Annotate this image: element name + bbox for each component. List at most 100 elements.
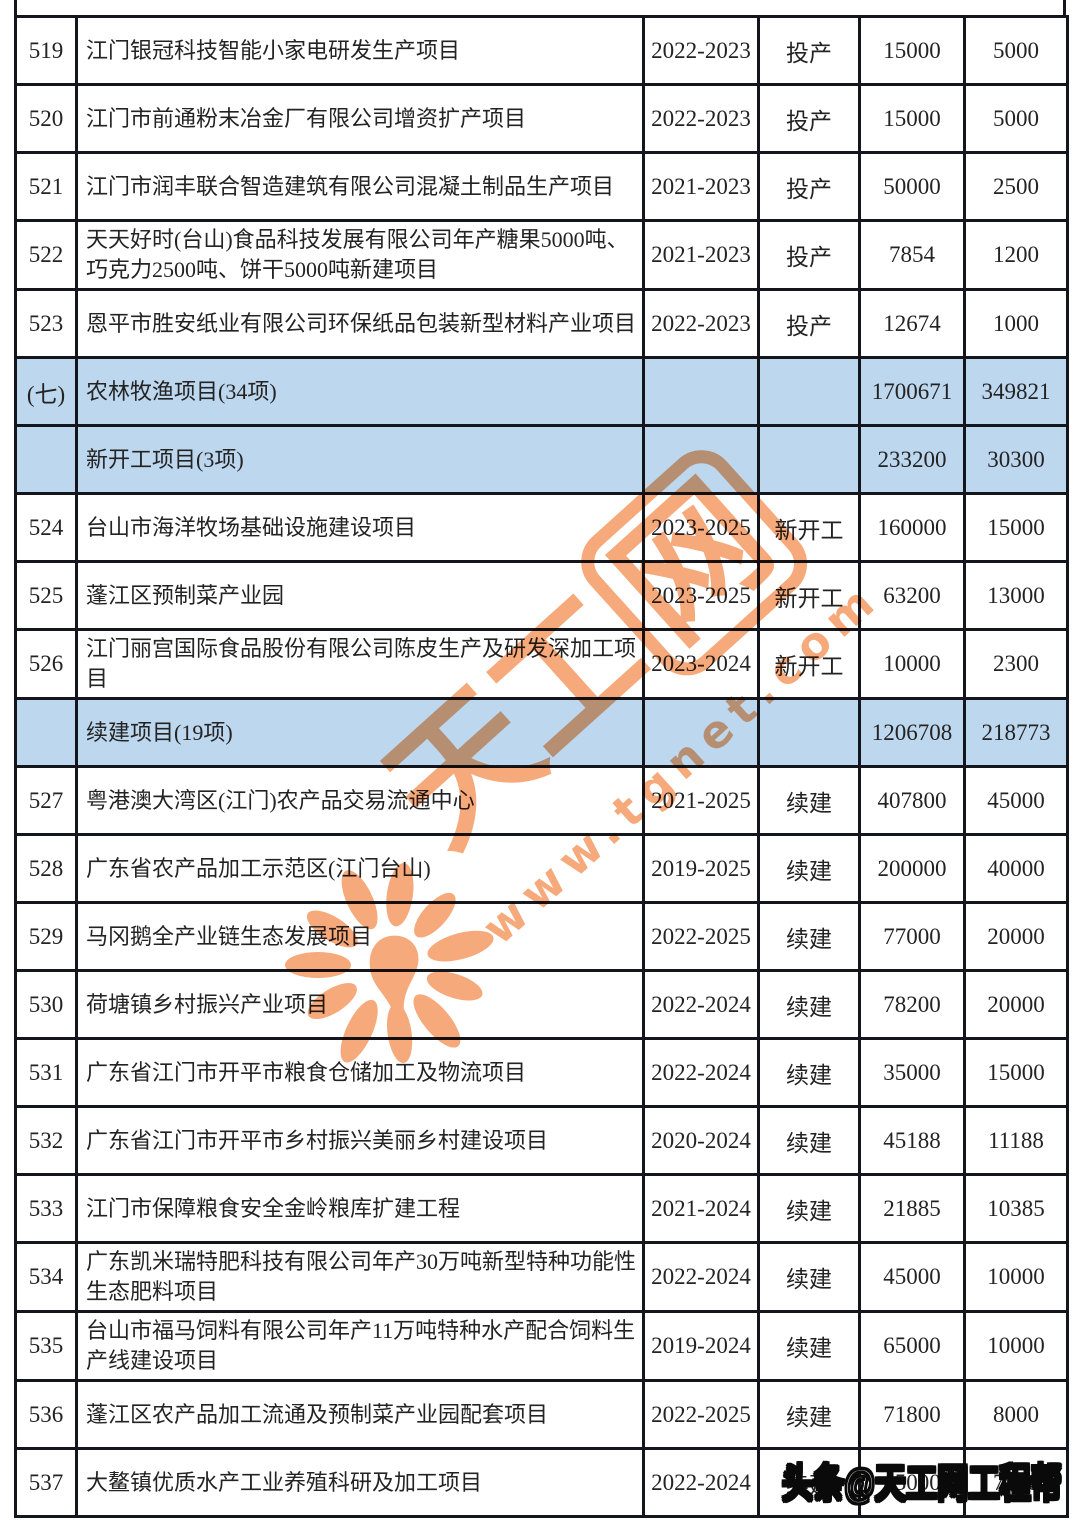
value1-cell: 10000 (858, 628, 966, 700)
status-cell (757, 356, 861, 427)
table-row: 533 江门市保障粮食安全金岭粮库扩建工程 2021-2024 续建 21885… (14, 1173, 1069, 1244)
projects-table-body: 519 江门银冠科技智能小家电研发生产项目 2022-2023 投产 15000… (14, 15, 1069, 1518)
years-cell (642, 697, 760, 768)
table-row: 530 荷塘镇乡村振兴产业项目 2022-2024 续建 78200 20000 (14, 969, 1069, 1040)
table-row: 524 台山市海洋牧场基础设施建设项目 2023-2025 新开工 160000… (14, 492, 1069, 563)
value1-cell: 45000 (858, 1241, 966, 1313)
table-row: 528 广东省农产品加工示范区(江门台山) 2019-2025 续建 20000… (14, 833, 1069, 904)
years-cell: 2022-2024 (642, 1447, 760, 1518)
years-cell (642, 356, 760, 427)
row-number-cell: 531 (14, 1037, 78, 1108)
value2-cell: 1000 (963, 288, 1069, 359)
years-cell: 2019-2025 (642, 833, 760, 904)
value2-cell: 13000 (963, 560, 1069, 631)
years-cell: 2022-2023 (642, 288, 760, 359)
row-number-cell: 522 (14, 219, 78, 291)
value1-cell: 35000 (858, 1037, 966, 1108)
table-left-border-stub (14, 0, 17, 18)
status-cell: 续建 (757, 969, 861, 1040)
value2-cell: 20000 (963, 901, 1069, 972)
value2-cell: 2500 (963, 151, 1069, 222)
table-row: 续建项目(19项) 1206708 218773 (14, 697, 1069, 768)
value2-cell: 10000 (963, 1241, 1069, 1313)
table-row: 534 广东凯米瑞特肥科技有限公司年产30万吨新型特种功能性生态肥料项目 202… (14, 1241, 1069, 1313)
row-number-cell: 530 (14, 969, 78, 1040)
project-name-cell: 蓬江区农产品加工流通及预制菜产业园配套项目 (75, 1379, 645, 1450)
years-cell: 2022-2025 (642, 1379, 760, 1450)
status-cell: 新开工 (757, 492, 861, 563)
row-number-cell: (七) (14, 356, 78, 427)
value1-cell: 78200 (858, 969, 966, 1040)
value1-cell: 7854 (858, 219, 966, 291)
value1-cell: 200000 (858, 833, 966, 904)
row-number-cell: 523 (14, 288, 78, 359)
years-cell: 2022-2023 (642, 15, 760, 86)
value2-cell: 7500 (963, 1447, 1069, 1518)
value2-cell: 5000 (963, 15, 1069, 86)
row-number-cell: 535 (14, 1310, 78, 1382)
value1-cell: 233200 (858, 424, 966, 495)
table-row: 525 蓬江区预制菜产业园 2023-2025 新开工 63200 13000 (14, 560, 1069, 631)
project-name-cell: 广东省农产品加工示范区(江门台山) (75, 833, 645, 904)
status-cell: 续建 (757, 1379, 861, 1450)
status-cell: 续建 (757, 1447, 861, 1518)
row-number-cell: 537 (14, 1447, 78, 1518)
project-name-cell: 广东省江门市开平市粮食仓储加工及物流项目 (75, 1037, 645, 1108)
status-cell: 新开工 (757, 560, 861, 631)
value1-cell: 15000 (858, 83, 966, 154)
table-row: 536 蓬江区农产品加工流通及预制菜产业园配套项目 2022-2025 续建 7… (14, 1379, 1069, 1450)
table-row: 529 马冈鹅全产业链生态发展项目 2022-2025 续建 77000 200… (14, 901, 1069, 972)
value2-cell: 5000 (963, 83, 1069, 154)
table-row: (七) 农林牧渔项目(34项) 1700671 349821 (14, 356, 1069, 427)
table-row: 535 台山市福马饲料有限公司年产11万吨特种水产配合饲料生产线建设项目 201… (14, 1310, 1069, 1382)
project-name-cell: 江门市润丰联合智造建筑有限公司混凝土制品生产项目 (75, 151, 645, 222)
years-cell: 2022-2025 (642, 901, 760, 972)
row-number-cell: 526 (14, 628, 78, 700)
status-cell: 投产 (757, 15, 861, 86)
row-number-cell (14, 424, 78, 495)
status-cell: 投产 (757, 288, 861, 359)
row-number-cell: 527 (14, 765, 78, 836)
years-cell: 2022-2024 (642, 1241, 760, 1313)
table-row: 522 天天好时(台山)食品科技发展有限公司年产糖果5000吨、巧克力2500吨… (14, 219, 1069, 291)
table-row: 531 广东省江门市开平市粮食仓储加工及物流项目 2022-2024 续建 35… (14, 1037, 1069, 1108)
value1-cell: 21885 (858, 1173, 966, 1244)
row-number-cell (14, 697, 78, 768)
status-cell: 续建 (757, 1105, 861, 1176)
years-cell: 2019-2024 (642, 1310, 760, 1382)
value1-cell: 15000 (858, 1447, 966, 1518)
years-cell: 2021-2023 (642, 151, 760, 222)
value2-cell: 15000 (963, 492, 1069, 563)
status-cell: 续建 (757, 1037, 861, 1108)
status-cell: 续建 (757, 833, 861, 904)
project-name-cell: 新开工项目(3项) (75, 424, 645, 495)
status-cell: 续建 (757, 1310, 861, 1382)
project-name-cell: 荷塘镇乡村振兴产业项目 (75, 969, 645, 1040)
table-row: 537 大鳌镇优质水产工业养殖科研及加工项目 2022-2024 续建 1500… (14, 1447, 1069, 1518)
status-cell: 续建 (757, 765, 861, 836)
project-name-cell: 马冈鹅全产业链生态发展项目 (75, 901, 645, 972)
status-cell: 续建 (757, 1173, 861, 1244)
value1-cell: 1700671 (858, 356, 966, 427)
row-number-cell: 525 (14, 560, 78, 631)
projects-table: 519 江门银冠科技智能小家电研发生产项目 2022-2023 投产 15000… (14, 15, 1069, 1518)
status-cell: 续建 (757, 1241, 861, 1313)
project-name-cell: 广东凯米瑞特肥科技有限公司年产30万吨新型特种功能性生态肥料项目 (75, 1241, 645, 1313)
years-cell: 2023-2025 (642, 492, 760, 563)
row-number-cell: 534 (14, 1241, 78, 1313)
status-cell: 投产 (757, 151, 861, 222)
years-cell: 2021-2023 (642, 219, 760, 291)
value1-cell: 77000 (858, 901, 966, 972)
value1-cell: 407800 (858, 765, 966, 836)
project-name-cell: 台山市海洋牧场基础设施建设项目 (75, 492, 645, 563)
table-right-border-stub (1063, 0, 1066, 18)
table-row: 520 江门市前通粉末冶金厂有限公司增资扩产项目 2022-2023 投产 15… (14, 83, 1069, 154)
years-cell: 2021-2025 (642, 765, 760, 836)
value2-cell: 11188 (963, 1105, 1069, 1176)
years-cell: 2022-2024 (642, 969, 760, 1040)
value2-cell: 349821 (963, 356, 1069, 427)
row-number-cell: 524 (14, 492, 78, 563)
project-name-cell: 粤港澳大湾区(江门)农产品交易流通中心 (75, 765, 645, 836)
value1-cell: 12674 (858, 288, 966, 359)
table-row: 527 粤港澳大湾区(江门)农产品交易流通中心 2021-2025 续建 407… (14, 765, 1069, 836)
